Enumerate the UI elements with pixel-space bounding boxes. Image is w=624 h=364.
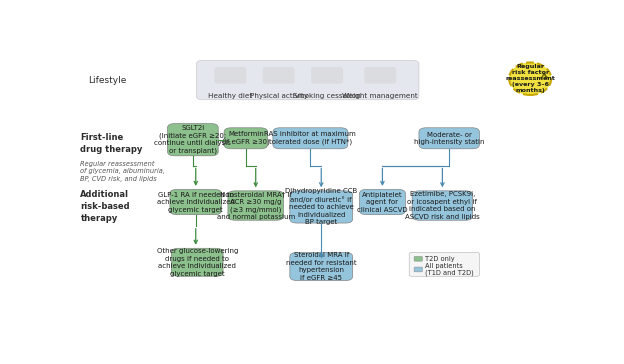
- FancyBboxPatch shape: [419, 128, 479, 149]
- Text: Nonsteroidal MRA† if
ACR ≥30 mg/g
(≥3 mg/mmol)
and normal potassium: Nonsteroidal MRA† if ACR ≥30 mg/g (≥3 mg…: [217, 191, 295, 220]
- FancyBboxPatch shape: [290, 191, 353, 223]
- Text: Regular
risk factor
reassessment
(every 3–6
months): Regular risk factor reassessment (every …: [505, 64, 555, 93]
- Text: Dihydropyridine CCB
and/or diuretic° if
needed to achieve
individualized
BP targ: Dihydropyridine CCB and/or diuretic° if …: [285, 189, 358, 225]
- Text: SGLT2i
(Initiate eGFR ≥20;
continue until dialysis
or transplant): SGLT2i (Initiate eGFR ≥20; continue unti…: [154, 125, 232, 154]
- Text: Smoking cessation: Smoking cessation: [293, 92, 361, 99]
- FancyBboxPatch shape: [228, 191, 283, 220]
- Text: Other glucose-lowering
drugs if needed to
achieve individualized
glycemic target: Other glucose-lowering drugs if needed t…: [157, 248, 238, 277]
- Text: All patients
(T1D and T2D): All patients (T1D and T2D): [425, 262, 474, 276]
- Text: Lifestyle: Lifestyle: [87, 76, 126, 84]
- FancyBboxPatch shape: [167, 123, 218, 156]
- Text: Additional
risk-based
therapy: Additional risk-based therapy: [80, 190, 130, 222]
- FancyBboxPatch shape: [311, 67, 343, 84]
- FancyBboxPatch shape: [170, 189, 222, 215]
- Text: Weight management: Weight management: [343, 92, 418, 99]
- Text: Antiplatelet
agent for
clinical ASCVD: Antiplatelet agent for clinical ASCVD: [357, 191, 407, 213]
- FancyBboxPatch shape: [215, 67, 246, 84]
- Text: Moderate- or
high-intensity statin: Moderate- or high-intensity statin: [414, 131, 484, 145]
- FancyBboxPatch shape: [273, 128, 348, 149]
- FancyBboxPatch shape: [290, 253, 353, 281]
- Text: Ezetimibe, PCSK9i,
or icosapent ethyl if
indicated based on
ASCVD risk and lipid: Ezetimibe, PCSK9i, or icosapent ethyl if…: [405, 191, 480, 220]
- Text: GLP-1 RA if needed to
achieve individualized
glycemic target: GLP-1 RA if needed to achieve individual…: [157, 191, 235, 213]
- FancyBboxPatch shape: [412, 191, 472, 220]
- FancyBboxPatch shape: [414, 256, 422, 261]
- FancyBboxPatch shape: [409, 253, 479, 276]
- FancyBboxPatch shape: [414, 267, 422, 272]
- FancyBboxPatch shape: [359, 189, 406, 215]
- FancyBboxPatch shape: [197, 60, 419, 100]
- Text: Regular reassessment
of glycemia, albuminuria,
BP, CVD risk, and lipids: Regular reassessment of glycemia, albumi…: [80, 161, 165, 182]
- Text: First-line
drug therapy: First-line drug therapy: [80, 133, 143, 154]
- Text: RAS inhibitor at maximum
tolerated dose (if HTN*): RAS inhibitor at maximum tolerated dose …: [265, 131, 356, 145]
- Text: Healthy diet: Healthy diet: [208, 92, 253, 99]
- FancyBboxPatch shape: [364, 67, 396, 84]
- FancyBboxPatch shape: [263, 67, 295, 84]
- FancyBboxPatch shape: [172, 248, 223, 276]
- FancyBboxPatch shape: [224, 128, 268, 149]
- Text: Steroidal MRA if
needed for resistant
hypertension
if eGFR ≥45: Steroidal MRA if needed for resistant hy…: [286, 252, 356, 281]
- Text: Metformin
(if eGFR ≥30): Metformin (if eGFR ≥30): [222, 131, 270, 145]
- Ellipse shape: [509, 63, 551, 95]
- Text: Physical activity: Physical activity: [250, 92, 308, 99]
- Text: T2D only: T2D only: [425, 256, 455, 262]
